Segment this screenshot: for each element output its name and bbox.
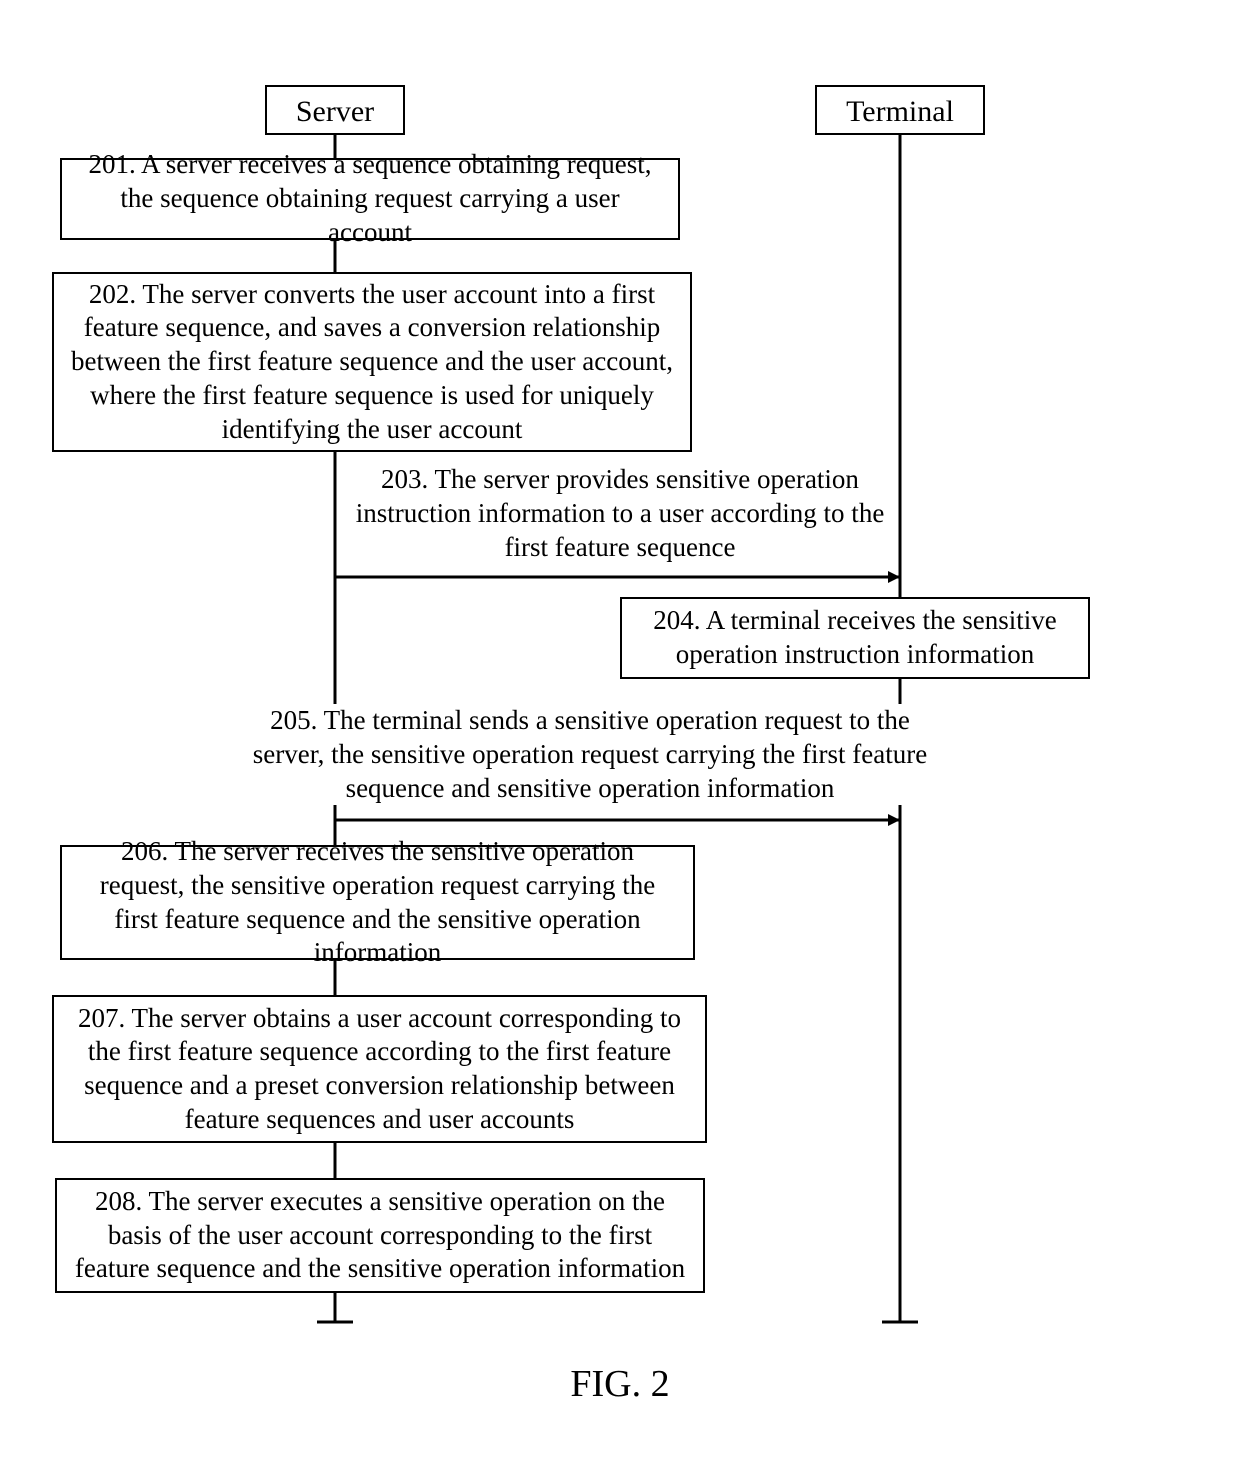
step-202-text: 202. The server converts the user accoun… — [68, 278, 676, 447]
step-206: 206. The server receives the sensitive o… — [60, 845, 695, 960]
figure-label-text: FIG. 2 — [570, 1363, 669, 1405]
figure-label: FIG. 2 — [0, 1362, 1240, 1406]
message-205-label: 205. The terminal sends a sensitive oper… — [250, 704, 930, 805]
step-208-text: 208. The server executes a sensitive ope… — [71, 1185, 689, 1286]
step-202: 202. The server converts the user accoun… — [52, 272, 692, 452]
step-204: 204. A terminal receives the sensitive o… — [620, 597, 1090, 679]
lifeline-header-server: Server — [265, 85, 405, 135]
step-201: 201. A server receives a sequence obtain… — [60, 158, 680, 240]
message-203-text: 203. The server provides sensitive opera… — [356, 464, 885, 562]
step-201-text: 201. A server receives a sequence obtain… — [76, 148, 664, 249]
server-label: Server — [296, 95, 374, 128]
message-203-label: 203. The server provides sensitive opera… — [350, 463, 890, 564]
step-206-text: 206. The server receives the sensitive o… — [76, 835, 679, 970]
step-204-text: 204. A terminal receives the sensitive o… — [636, 604, 1074, 672]
step-207: 207. The server obtains a user account c… — [52, 995, 707, 1143]
lifeline-header-terminal: Terminal — [815, 85, 985, 135]
diagram-canvas: Server Terminal 201. A server receives a… — [0, 0, 1240, 1467]
message-205-text: 205. The terminal sends a sensitive oper… — [253, 705, 927, 803]
terminal-label: Terminal — [846, 95, 954, 128]
step-207-text: 207. The server obtains a user account c… — [68, 1002, 691, 1137]
step-208: 208. The server executes a sensitive ope… — [55, 1178, 705, 1293]
